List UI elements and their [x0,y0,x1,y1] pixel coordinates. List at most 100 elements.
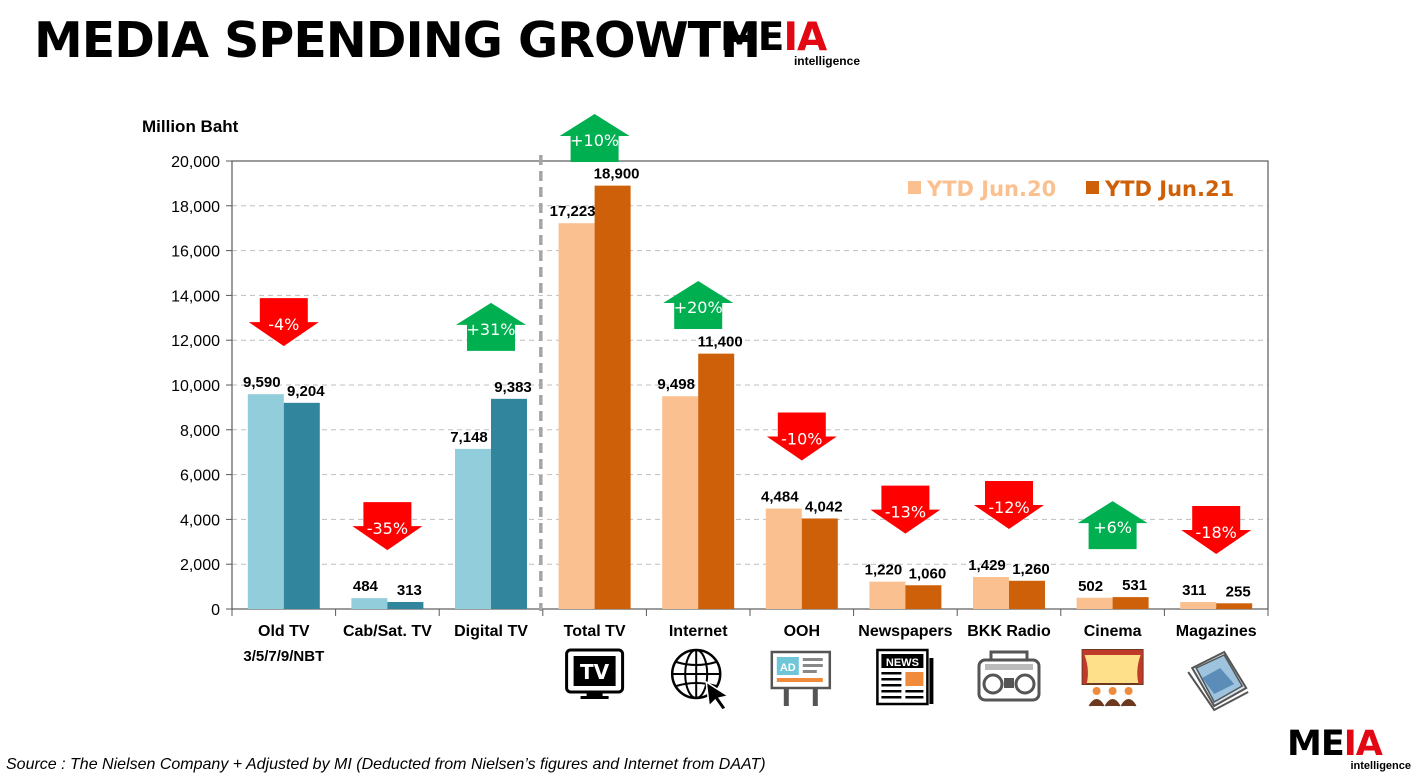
bar-5-jun21 [801,518,838,609]
bar-5-jun20 [765,508,802,609]
media-intelligence-logo-footer: MEIA intelligence [1287,724,1411,773]
page-title: MEDIA SPENDING GROWTH [34,12,761,69]
y-tick-label: 20,000 [171,154,220,171]
data-label: 1,429 [968,557,1006,574]
data-label: 1,220 [865,562,903,579]
data-label: 311 [1182,582,1206,599]
tv-icon-text: TV [580,660,610,684]
growth-label: -4% [268,315,299,334]
bar-1-jun20 [351,598,388,609]
data-label: 11,400 [698,334,743,351]
data-label: 9,383 [494,379,532,396]
growth-arrow-up-icon [456,302,526,351]
growth-label: +20% [674,298,723,317]
growth-label: -35% [367,519,408,538]
y-tick-label: 2,000 [180,557,220,574]
bar-6-jun20 [869,581,906,609]
data-label: 4,042 [805,498,843,515]
data-label: 484 [353,578,379,595]
bar-7-jun20 [973,576,1009,609]
growth-label: -10% [781,430,822,449]
y-tick-label: 0 [211,602,220,619]
x-category-label: Newspapers [858,623,952,640]
data-label: 7,148 [450,429,488,446]
y-tick-label: 14,000 [171,288,220,305]
data-label: 9,498 [657,376,695,393]
x-category-label: Total TV [564,623,626,640]
magazine-icon [1187,650,1249,712]
x-category-label: OOH [784,623,820,640]
data-label: 255 [1226,583,1251,600]
data-label: 17,223 [550,203,596,220]
y-tick-label: 18,000 [171,199,220,216]
bar-4-jun21 [698,353,735,609]
x-category-label: BKK Radio [967,623,1051,640]
internet-icon [670,648,731,711]
x-category-label: Cab/Sat. TV [343,623,432,640]
y-tick-label: 12,000 [171,333,220,350]
ooh-billboard-icon: AD [770,650,832,706]
legend-label: YTD Jun.20 [926,177,1056,201]
data-label: 9,590 [243,374,281,391]
bar-8-jun21 [1112,597,1149,609]
newspaper-icon-text: NEWS [886,657,919,669]
ooh-icon-text: AD [780,662,796,674]
growth-label: +6% [1093,518,1132,537]
data-label: 9,204 [287,383,325,400]
bar-4-jun20 [662,396,699,609]
bar-2-jun21 [491,398,527,609]
data-label: 1,060 [909,565,947,582]
bar-0-jun21 [283,402,320,609]
y-tick-label: 8,000 [180,423,220,440]
x-category-label: Cinema [1084,623,1142,640]
growth-label: -12% [988,498,1029,517]
bar-2-jun20 [455,448,491,609]
x-category-label: Digital TV [454,623,528,640]
y-tick-label: 10,000 [171,378,220,395]
radio-icon [977,650,1041,702]
data-label: 4,484 [761,489,799,506]
tv-icon: TV [565,648,625,699]
data-label: 313 [397,582,422,599]
newspaper-icon: NEWS [876,648,934,706]
bar-1-jun21 [387,601,424,609]
y-tick-label: 4,000 [180,512,220,529]
growth-arrow-down-icon [248,298,319,347]
growth-arrow-up-icon [1077,501,1148,550]
legend-swatch [908,181,921,194]
legend-label: YTD Jun.21 [1104,177,1234,201]
bar-6-jun21 [905,585,942,609]
media-intelligence-logo: MEIA intelligence [720,15,860,68]
bar-7-jun21 [1009,580,1045,609]
x-category-label: Magazines [1176,623,1257,640]
growth-label: -18% [1196,523,1237,542]
source-note: Source : The Nielsen Company + Adjusted … [6,756,766,773]
bar-9-jun21 [1216,603,1253,609]
growth-label: -13% [885,503,926,522]
y-tick-label: 6,000 [180,468,220,485]
growth-arrow-down-icon [870,485,941,534]
x-category-sublabel: 3/5/7/9/NBT [243,648,324,665]
bar-3-jun21 [594,185,631,609]
y-axis-label: Million Baht [142,117,239,136]
growth-arrow-up-icon [559,114,630,162]
growth-arrow-down-icon [352,502,423,551]
data-label: 502 [1078,578,1103,595]
growth-arrow-up-icon [663,281,734,329]
growth-label: +10% [570,131,619,150]
growth-arrow-down-icon [1181,506,1252,555]
bar-0-jun20 [247,394,284,609]
growth-label: +31% [467,320,516,339]
growth-arrow-down-icon [974,480,1044,529]
cinema-icon [1081,649,1144,707]
bar-9-jun20 [1180,602,1217,609]
bar-3-jun20 [558,223,595,609]
data-label: 531 [1122,577,1147,594]
x-category-label: Old TV [258,623,310,640]
x-category-label: Internet [669,623,728,640]
growth-arrow-down-icon [766,412,837,461]
y-tick-label: 16,000 [171,244,220,261]
bar-8-jun20 [1076,597,1113,609]
data-label: 1,260 [1012,561,1050,578]
